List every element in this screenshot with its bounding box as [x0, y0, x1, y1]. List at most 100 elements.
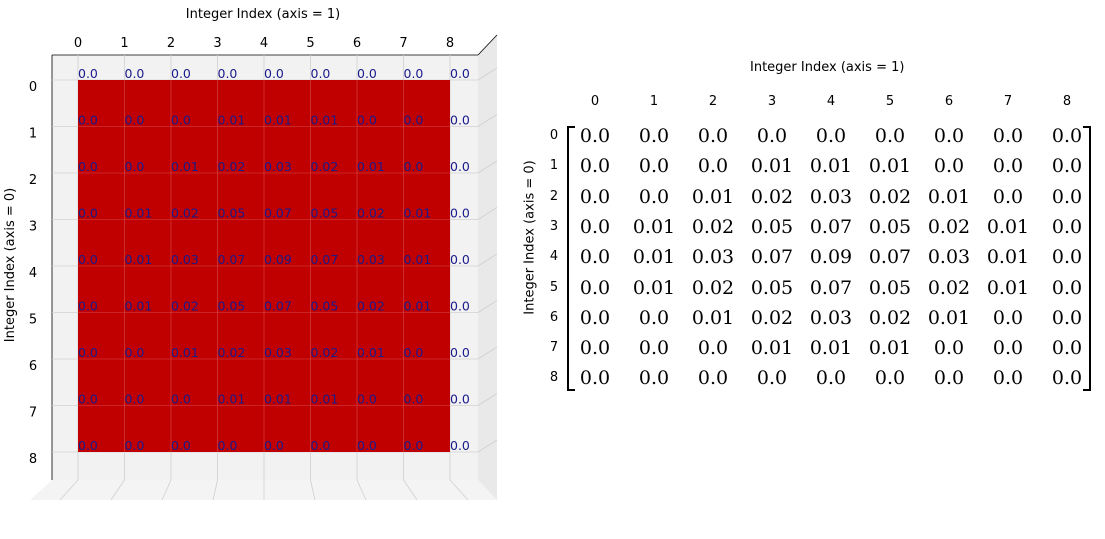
matrix-row-tick: 0 [549, 128, 559, 143]
floor-grid-line [161, 479, 172, 501]
cell-label: 0.09 [264, 252, 292, 267]
matrix-cell: 0.0 [815, 367, 847, 390]
matrix-cell: 0.02 [691, 276, 735, 299]
matrix-cell: 0.0 [992, 125, 1024, 147]
side-pane [478, 35, 497, 500]
cell-label: 0.0 [78, 252, 98, 267]
cell-label: 0.07 [311, 252, 339, 267]
matrix-cell: 0.0 [697, 337, 729, 360]
cell-label: 0.0 [450, 113, 470, 128]
cell-label: 0.0 [78, 438, 98, 453]
matrix-col-tick: 7 [1003, 94, 1013, 109]
matrix-cell: 0.0 [638, 306, 670, 329]
cell-label: 0.0 [357, 113, 377, 128]
matrix-cell: 0.0 [697, 155, 729, 178]
x-tick-label: 6 [353, 36, 361, 51]
cell-label: 0.01 [171, 159, 199, 174]
y-tick-label: 4 [29, 266, 37, 281]
matrix-col-tick: 8 [1062, 94, 1072, 109]
side-grid-line [477, 67, 498, 81]
y-tick-label: 6 [29, 359, 37, 374]
cell-label: 0.0 [171, 66, 191, 81]
cell-label: 0.02 [218, 159, 246, 174]
matrix-cell: 0.01 [809, 155, 853, 178]
matrix-cell: 0.03 [927, 246, 971, 269]
matrix-cell: 0.0 [579, 367, 611, 390]
cell-labels: 0.0 0.0 0.0 0.0 0.0 0.0 0.0 0.0 0.0 0.0 0.0 0.0 0.01… [78, 66, 470, 453]
matrix-row-tick: 4 [549, 249, 559, 265]
matrix-cell: 0.0 [1051, 125, 1083, 147]
matrix-cell: 0.0 [638, 125, 670, 147]
cell-label: 0.05 [311, 206, 339, 221]
cell-label: 0.05 [311, 299, 339, 314]
cell-label: 0.01 [311, 392, 339, 407]
matrix-cell: 0.0 [579, 306, 611, 329]
z-axis-line [477, 34, 498, 56]
x-tick-label: 1 [120, 36, 128, 51]
floor-grid-line [59, 479, 79, 501]
cell-label: 0.0 [125, 392, 145, 407]
matrix-cell: 0.0 [815, 125, 847, 147]
matrix-x-axis-title: Integer Index (axis = 1) [750, 60, 905, 75]
cell-label: 0.01 [357, 345, 385, 360]
matrix-col-tick: 6 [944, 94, 954, 109]
cell-label: 0.0 [450, 438, 470, 453]
cell-label: 0.0 [171, 113, 191, 128]
matrix-cell: 0.0 [874, 367, 906, 390]
matrix-cell: 0.02 [750, 306, 794, 329]
matrix-cell: 0.0 [992, 306, 1024, 329]
cell-label: 0.03 [264, 345, 292, 360]
matrix-cell: 0.0 [579, 276, 611, 299]
x-tick-label: 7 [399, 36, 407, 51]
cell-label: 0.0 [125, 345, 145, 360]
y-tick-label: 7 [29, 406, 37, 421]
matrix-cell: 0.01 [750, 337, 794, 360]
matrix-row-tick: 6 [549, 309, 559, 325]
matrix-cell: 0.0 [1051, 276, 1083, 299]
cell-label: 0.0 [357, 392, 377, 407]
y-tick-label: 0 [29, 80, 37, 95]
x-tick-label: 2 [167, 36, 175, 51]
matrix-cell: 0.0 [579, 155, 611, 178]
x-tick-label: 8 [446, 36, 454, 51]
matrix-cell: 0.0 [579, 337, 611, 360]
matrix-cell: 0.03 [809, 306, 853, 329]
cell-label: 0.01 [125, 299, 153, 314]
side-grid-line [477, 253, 498, 267]
matrix-cell: 0.0 [992, 367, 1024, 390]
cell-label: 0.01 [404, 206, 432, 221]
matrix-cell: 0.0 [638, 367, 670, 390]
matrix-col-tick: 3 [767, 94, 777, 109]
cell-label: 0.01 [404, 252, 432, 267]
cell-label: 0.07 [218, 252, 246, 267]
matrix-row-tick: 8 [549, 370, 559, 386]
matrix-row-tick: 5 [549, 279, 559, 295]
matrix-cell: 0.01 [691, 306, 735, 329]
cell-label: 0.0 [125, 159, 145, 174]
matrix-cell: 0.07 [809, 276, 853, 299]
matrix-col-tick: 5 [885, 94, 895, 109]
floor-grid-line [310, 479, 316, 501]
cell-label: 0.0 [125, 66, 145, 81]
x-tick-label: 3 [213, 36, 221, 51]
cell-label: 0.01 [264, 392, 292, 407]
matrix-cell: 0.05 [868, 276, 912, 299]
matrix-cell: 0.0 [933, 155, 965, 178]
side-grid-line [477, 160, 498, 174]
matrix-cell: 0.0 [638, 337, 670, 360]
cell-label: 0.01 [264, 113, 292, 128]
matrix-cell: 0.07 [809, 215, 853, 238]
cell-label: 0.0 [78, 206, 98, 221]
cell-label: 0.0 [450, 345, 470, 360]
cell-label: 0.0 [311, 66, 331, 81]
cell-label: 0.0 [264, 438, 284, 453]
matrix-cell: 0.02 [868, 185, 912, 208]
matrix-cell: 0.01 [868, 337, 912, 360]
left-bracket [567, 126, 575, 391]
floor-grid-line [403, 479, 418, 501]
matrix-cell: 0.01 [986, 246, 1030, 269]
y-axis-title: Integer Index (axis = 0) [3, 188, 18, 342]
x-axis-title: Integer Index (axis = 1) [186, 7, 340, 22]
matrix-cell: 0.01 [632, 215, 676, 238]
matrix-cell: 0.02 [691, 215, 735, 238]
